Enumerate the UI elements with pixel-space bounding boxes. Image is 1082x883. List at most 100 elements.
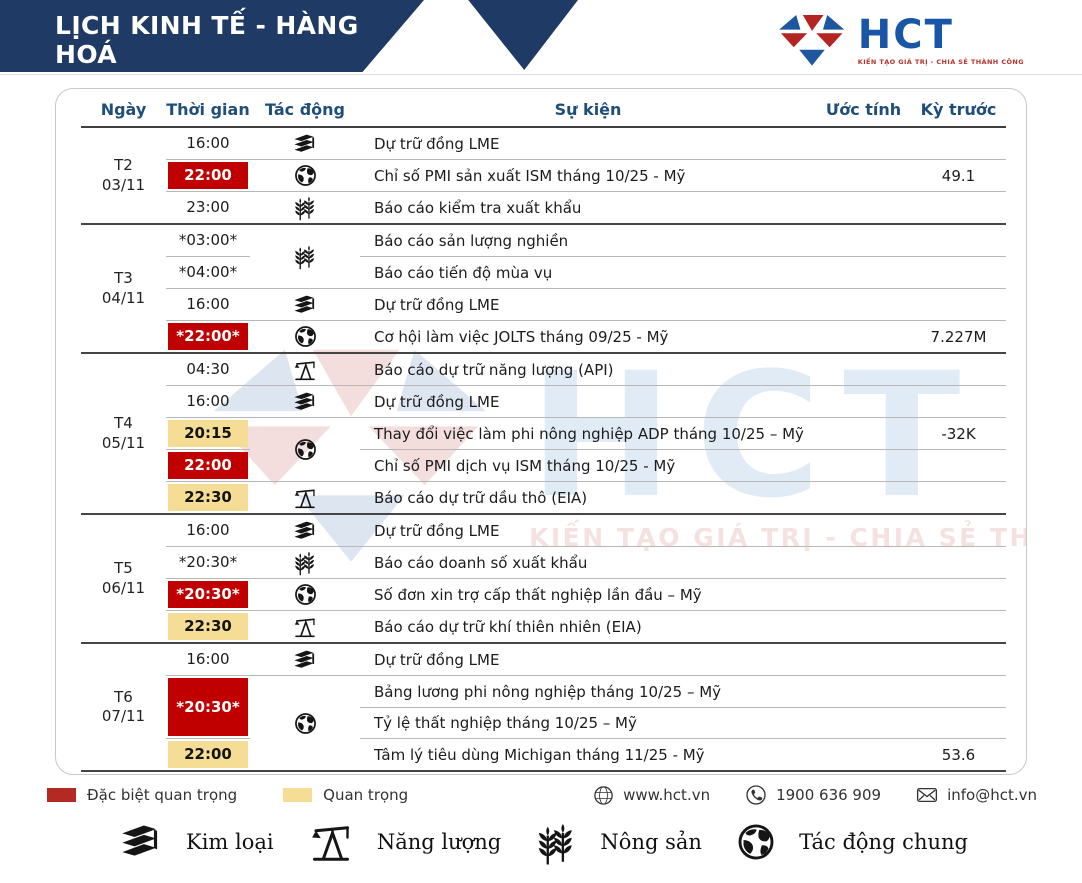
col-header-day: Ngày bbox=[81, 97, 166, 129]
day-cell: T2 03/11 bbox=[81, 127, 166, 226]
col-header-event: Sự kiện bbox=[360, 97, 816, 129]
metal-icon bbox=[122, 825, 158, 856]
globe-icon bbox=[294, 439, 316, 461]
table-row: 22:00 Chỉ số PMI dịch vụ ISM tháng 10/25… bbox=[81, 449, 1006, 483]
previous-cell bbox=[911, 288, 1006, 322]
wheat-icon bbox=[292, 243, 318, 270]
time-cell: 16:00 bbox=[166, 127, 250, 161]
estimate-cell bbox=[816, 256, 911, 290]
table-row: T3 04/11 *03:00* Báo cáo sản lượng nghiền bbox=[81, 224, 1006, 355]
economic-calendar-table: Ngày Thời gian Tác động Sự kiện Ước tính… bbox=[81, 97, 1006, 773]
time-cell: 04:30 bbox=[166, 353, 250, 387]
table-row: T4 05/11 04:30 Báo cáo dự trữ năng lượng … bbox=[81, 353, 1006, 516]
website-link[interactable]: www.hct.vn bbox=[592, 784, 710, 807]
previous-cell bbox=[911, 353, 1006, 387]
estimate-cell bbox=[816, 224, 911, 258]
event-cell: Báo cáo dự trữ khí thiên nhiên (EIA) bbox=[360, 610, 816, 645]
legend-high-label: Đặc biệt quan trọng bbox=[87, 786, 238, 804]
table-row: T6 07/11 16:00 Dự trữ đồng LME bbox=[81, 643, 1006, 773]
table-header-row: Ngày Thời gian Tác động Sự kiện Ước tính… bbox=[81, 97, 1006, 129]
previous-cell bbox=[911, 578, 1006, 612]
oil-pump-icon bbox=[293, 489, 315, 509]
previous-cell bbox=[911, 224, 1006, 258]
legend-global: Tác động chung bbox=[735, 821, 968, 863]
previous-cell bbox=[911, 610, 1006, 645]
time-cell: *22:00* bbox=[166, 320, 250, 355]
previous-cell bbox=[911, 191, 1006, 226]
table-row: 16:00 Dự trữ đồng LME bbox=[81, 288, 1006, 322]
metal-icon bbox=[294, 650, 315, 668]
metal-icon bbox=[294, 295, 315, 313]
logo-tagline: KIẾN TẠO GIÁ TRỊ - CHIA SẺ THÀNH CÔNG bbox=[857, 57, 1024, 66]
estimate-cell bbox=[816, 546, 911, 580]
table-row: 16:00 Dự trữ đồng LME bbox=[81, 385, 1006, 419]
previous-cell: 49.1 bbox=[911, 159, 1006, 193]
email-label: info@hct.vn bbox=[947, 786, 1037, 804]
estimate-cell bbox=[816, 738, 911, 773]
oil-pump-icon bbox=[293, 361, 315, 381]
event-cell: Chỉ số PMI sản xuất ISM tháng 10/25 - Mỹ bbox=[360, 159, 816, 193]
estimate-cell bbox=[816, 610, 911, 645]
table-row: 20:15 Thay đổi việc làm phi nông nghiệp … bbox=[81, 417, 1006, 483]
impact-cell bbox=[250, 288, 360, 322]
estimate-cell bbox=[816, 643, 911, 677]
previous-cell bbox=[911, 546, 1006, 580]
estimate-cell bbox=[816, 707, 911, 740]
estimate-cell bbox=[816, 675, 911, 708]
oil-pump-icon bbox=[310, 826, 349, 861]
event-cell: Báo cáo dự trữ dầu thô (EIA) bbox=[360, 481, 816, 516]
previous-cell: -32K bbox=[911, 417, 1006, 451]
legend-medium: Quan trọng bbox=[283, 786, 408, 804]
website-label: www.hct.vn bbox=[623, 786, 711, 804]
previous-cell bbox=[911, 675, 1006, 708]
estimate-cell bbox=[816, 417, 911, 451]
impact-cell bbox=[250, 385, 360, 419]
previous-cell bbox=[911, 256, 1006, 290]
time-cell: *04:00* bbox=[166, 256, 250, 290]
day-cell: T6 07/11 bbox=[81, 643, 166, 773]
icon-legend: Kim loại Năng lượng Nông sản Tác động ch… bbox=[118, 818, 968, 866]
table-row: 22:30 Báo cáo dự trữ dầu thô (EIA) bbox=[81, 481, 1006, 516]
table-row: *20:30* Bảng lương phi nông nghiệp tháng… bbox=[81, 675, 1006, 773]
high-importance-swatch bbox=[47, 788, 76, 802]
metal-icon bbox=[294, 134, 315, 152]
event-cell: Báo cáo doanh số xuất khẩu bbox=[360, 546, 816, 580]
metal-icon bbox=[294, 392, 315, 410]
time-cell: 22:00 bbox=[166, 449, 250, 483]
impact-cell bbox=[250, 417, 360, 483]
impact-cell bbox=[250, 610, 360, 645]
time-cell: *20:30* bbox=[166, 675, 250, 740]
time-cell: 20:15 bbox=[166, 417, 250, 451]
banner-decor-stripe bbox=[468, 0, 578, 70]
impact-cell bbox=[250, 481, 360, 516]
table-row: T2 03/11 16:00 Dự trữ đồng LME bbox=[81, 127, 1006, 226]
impact-cell bbox=[250, 224, 360, 290]
phone-icon bbox=[746, 785, 766, 805]
event-cell: Dự trữ đồng LME bbox=[360, 514, 816, 548]
estimate-cell bbox=[816, 191, 911, 226]
event-cell: Dự trữ đồng LME bbox=[360, 643, 816, 677]
estimate-cell bbox=[816, 127, 911, 161]
event-cell: Chỉ số PMI dịch vụ ISM tháng 10/25 - Mỹ bbox=[360, 449, 816, 483]
col-header-previous: Kỳ trước bbox=[911, 97, 1006, 129]
mail-icon bbox=[917, 787, 938, 803]
day-cell: T4 05/11 bbox=[81, 353, 166, 516]
globe-icon bbox=[294, 713, 316, 734]
estimate-cell bbox=[816, 481, 911, 516]
time-cell: 22:00 bbox=[166, 159, 250, 193]
time-cell: 22:00 bbox=[166, 738, 250, 773]
page-title: LỊCH KINH TẾ - HÀNG HOÁ bbox=[55, 11, 359, 69]
event-cell: Dự trữ đồng LME bbox=[360, 288, 816, 322]
legend-medium-label: Quan trọng bbox=[323, 786, 409, 804]
day-cell: T3 04/11 bbox=[81, 224, 166, 355]
wheat-icon bbox=[292, 194, 318, 221]
table-row: 22:00 Tâm lý tiêu dùng Michigan tháng 11… bbox=[81, 738, 1006, 773]
date-range: 03/11 – 07/11 bbox=[55, 73, 161, 89]
phone-link[interactable]: 1900 636 909 bbox=[744, 783, 881, 807]
impact-cell bbox=[250, 514, 360, 548]
globe-icon bbox=[294, 584, 316, 606]
email-link[interactable]: info@hct.vn bbox=[915, 783, 1037, 807]
footer-row: Đặc biệt quan trọng Quan trọng www.hct.v… bbox=[47, 783, 1037, 807]
legend-energy-label: Năng lượng bbox=[376, 830, 502, 854]
